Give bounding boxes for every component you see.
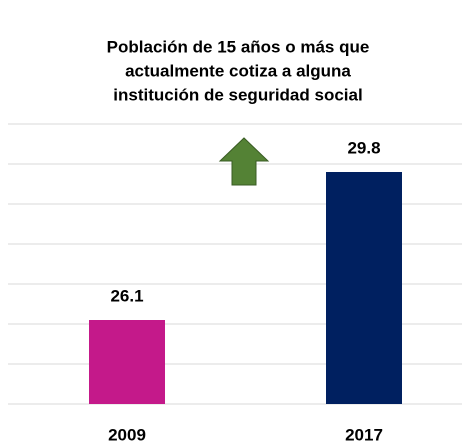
- up-arrow: [218, 137, 270, 186]
- x-tick-label: 2017: [345, 425, 383, 443]
- bar: [89, 320, 165, 404]
- chart-title: actualmente cotiza a alguna: [125, 61, 351, 80]
- bar: [326, 172, 402, 404]
- value-label: 29.8: [347, 138, 380, 157]
- value-label: 26.1: [110, 286, 143, 305]
- grid: [8, 123, 462, 405]
- x-tick-label: 2009: [108, 425, 146, 443]
- chart-title: Población de 15 años o más que: [107, 37, 370, 56]
- chart-title: institución de seguridad social: [113, 85, 362, 104]
